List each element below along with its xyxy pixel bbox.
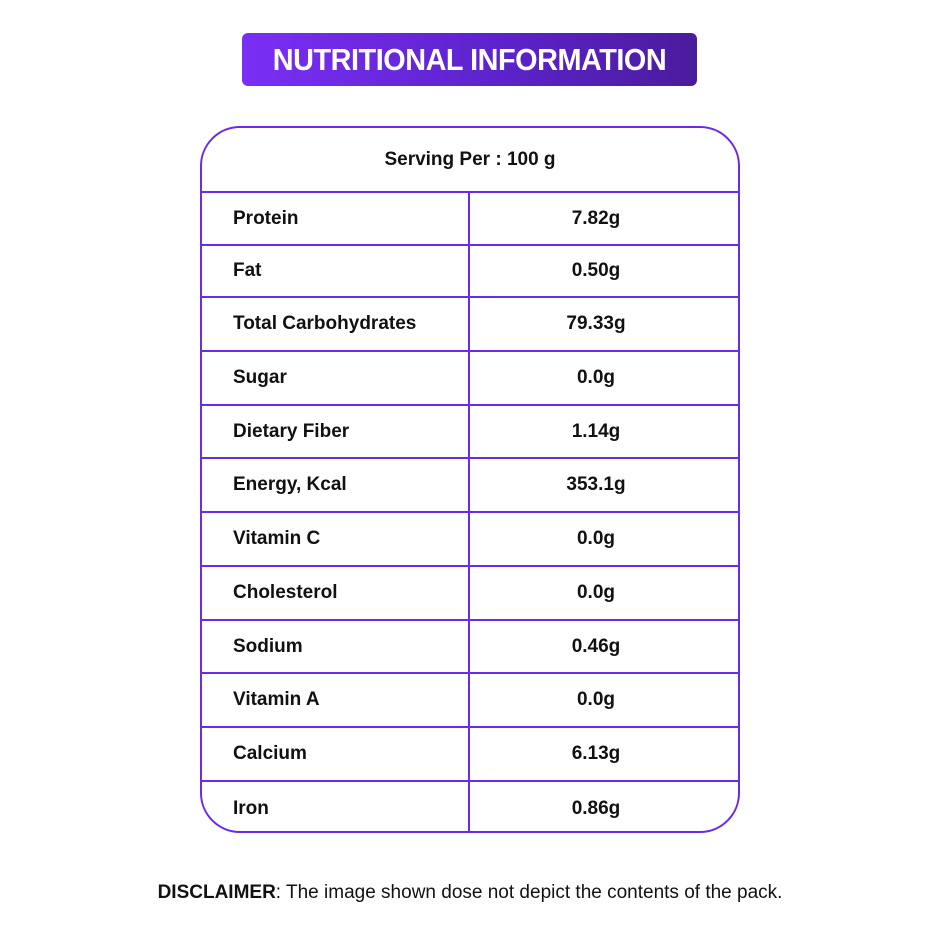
nutrient-value: 6.13g [571, 743, 621, 764]
nutrient-name: Vitamin C [202, 513, 470, 565]
nutrient-value: 1.14g [571, 420, 621, 442]
nutrient-value: 0.46g [571, 635, 621, 657]
nutrient-value: 7.82g [571, 207, 621, 229]
table-row: Energy, Kcal 353.1g [202, 459, 738, 513]
title-banner: NUTRITIONAL INFORMATION [242, 33, 697, 86]
table-row: Fat 0.50g [202, 246, 738, 298]
nutrient-value: 0.0g [576, 367, 616, 388]
nutrient-value: 79.33g [566, 313, 626, 334]
table-row: Protein 7.82g [202, 193, 738, 246]
nutrient-name: Vitamin A [202, 674, 470, 726]
table-row: Iron 0.86g [202, 782, 738, 831]
nutrient-name: Total Carbohydrates [202, 298, 470, 350]
table-row: Vitamin A 0.0g [202, 674, 738, 728]
nutrient-name: Calcium [202, 728, 470, 780]
page-title: NUTRITIONAL INFORMATION [272, 41, 667, 77]
table-row: Vitamin C 0.0g [202, 513, 738, 567]
nutrient-value: 0.86g [571, 798, 621, 819]
nutrient-name: Sodium [202, 621, 470, 672]
nutrient-name: Energy, Kcal [202, 459, 470, 511]
serving-size: Serving Per : 100 g [202, 128, 738, 193]
disclaimer-label: DISCLAIMER [157, 882, 276, 903]
nutrient-value: 353.1g [566, 474, 626, 495]
table-row: Calcium 6.13g [202, 728, 738, 782]
disclaimer-text: : The image shown dose not depict the co… [275, 882, 783, 903]
nutrient-name: Protein [202, 193, 470, 244]
nutrient-name: Iron [202, 782, 470, 831]
nutrient-name: Dietary Fiber [202, 406, 470, 457]
nutrient-value: 0.0g [576, 528, 616, 549]
nutrient-name: Sugar [202, 352, 470, 404]
disclaimer: DISCLAIMER: The image shown dose not dep… [0, 882, 940, 904]
table-row: Sugar 0.0g [202, 352, 738, 406]
nutrition-table: Serving Per : 100 g Protein 7.82g Fat 0.50g… [200, 126, 740, 833]
nutrient-value: 0.0g [576, 582, 616, 603]
nutrient-name: Fat [202, 246, 470, 296]
table-row: Cholesterol 0.0g [202, 567, 738, 621]
nutrient-value: 0.0g [576, 689, 616, 710]
table-row: Sodium 0.46g [202, 621, 738, 674]
table-row: Total Carbohydrates 79.33g [202, 298, 738, 352]
nutrient-name: Cholesterol [202, 567, 470, 619]
nutrient-value: 0.50g [571, 260, 621, 281]
table-row: Dietary Fiber 1.14g [202, 406, 738, 459]
